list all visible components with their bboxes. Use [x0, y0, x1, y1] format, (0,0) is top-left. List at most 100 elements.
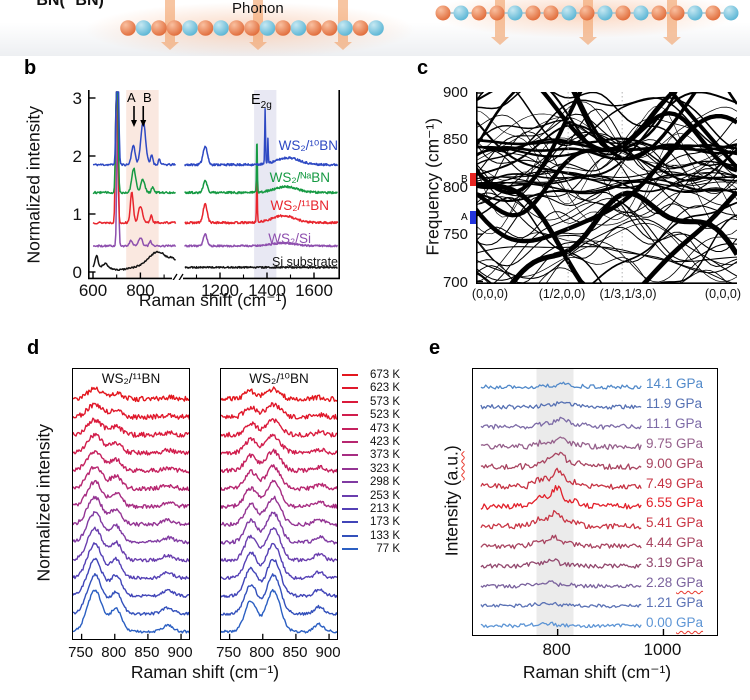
x-tick-label: 1200: [201, 281, 239, 300]
x-tick-label: 800: [249, 644, 275, 661]
pressure-label: 11.9 GPa: [646, 395, 703, 411]
panel-c-plot: [476, 92, 737, 284]
legend-item: 77 K: [376, 543, 400, 556]
phonon-marker-label: B: [461, 174, 468, 186]
pressure-label: 9.00 GPa: [646, 455, 704, 471]
boron-atom: [306, 20, 322, 36]
boron-atom: [669, 5, 685, 21]
legend-item: 573 K: [369, 395, 400, 408]
legend-swatch: [342, 374, 358, 376]
legend-item: 173 K: [369, 516, 400, 529]
legend-item: 323 K: [369, 462, 400, 475]
nitrogen-atom: [290, 20, 307, 36]
pressure-label: 7.49 GPa: [646, 475, 704, 491]
panel-b-plot: [88, 90, 340, 280]
nitrogen-atom: [633, 5, 649, 21]
panel-b-letter: b: [24, 57, 37, 79]
peak-A-annotation: A: [127, 90, 136, 105]
series-label: WS₂/ᴺᵃBN: [269, 170, 330, 185]
x-tick-label: 1000: [643, 640, 682, 659]
panel-e-xlabel: Raman shift (cm⁻¹): [522, 662, 672, 682]
x-tick-label: 900: [167, 644, 193, 661]
legend-item: 473 K: [369, 422, 400, 435]
nitrogen-atom: [597, 5, 613, 21]
nitrogen-atom: [561, 5, 577, 21]
y-tick-label: 750: [442, 226, 468, 244]
x-tick-label: 1600: [295, 281, 333, 300]
schematic-atoms: [85, 0, 740, 56]
x-tick-label: 1400: [248, 281, 286, 300]
nitrogen-atom: [213, 20, 229, 36]
kpoint-label: (1/3,1/3,0): [599, 287, 657, 301]
panel-d-title-11BN: WS₂/¹¹BN: [101, 371, 161, 386]
y-tick-label: 700: [442, 273, 468, 291]
x-tick-label: 750: [68, 644, 94, 661]
pressure-label: 6.55 GPa: [646, 495, 704, 511]
peak-B-annotation: B: [143, 90, 152, 105]
isotope-label: ¹⁰BN(¹¹BN): [24, 0, 104, 9]
legend-item: 673 K: [369, 369, 400, 381]
boron-atom: [525, 5, 541, 21]
legend-item: 133 K: [369, 529, 400, 542]
boron-atom: [244, 20, 260, 36]
panel-d-title-10BN: WS₂/¹⁰BN: [249, 371, 309, 386]
x-tick-label: 850: [282, 644, 308, 661]
kpoint-label: (0,0,0): [704, 287, 742, 301]
legend-item: 423 K: [369, 436, 400, 448]
kpoint-label: (1/2,0,0): [538, 287, 586, 301]
legend-item: 523 K: [369, 409, 400, 422]
legend-swatch: [342, 400, 358, 403]
boron-atom: [197, 20, 214, 36]
shaded-band: [254, 90, 277, 279]
boron-atom: [471, 5, 487, 21]
pressure-label: 9.75 GPa: [646, 435, 704, 451]
phonon-marker-label: A: [461, 212, 468, 224]
nitrogen-atom: [259, 20, 276, 36]
y-tick-label: 3: [72, 89, 82, 108]
legend-swatch: [342, 387, 358, 390]
pressure-label: 1.21 GPa: [646, 594, 704, 610]
x-tick-label: 800: [101, 644, 127, 661]
boron-atom: [120, 20, 136, 36]
legend-swatch: [342, 481, 358, 484]
legend-swatch: [342, 534, 358, 537]
kpoint-label: (0,0,0): [471, 287, 509, 301]
x-tick-label: 800: [126, 281, 155, 300]
pressure-label: 2.28 GPa: [646, 575, 704, 590]
legend-item: 373 K: [369, 449, 400, 462]
x-tick-label: 800: [542, 640, 571, 659]
series-label: WS₂/¹¹BN: [270, 198, 329, 213]
phonon-marker-B: [470, 172, 476, 186]
boron-atom: [543, 5, 559, 21]
nitrogen-atom: [182, 20, 198, 36]
legend-swatch: [342, 454, 358, 457]
y-tick-label: 850: [442, 131, 468, 149]
series-label: Si substrate: [271, 255, 338, 269]
nitrogen-atom: [687, 5, 703, 21]
series-label: WS₂/Si: [268, 231, 311, 246]
panel-e-plot: [472, 368, 718, 636]
legend-swatch: [342, 494, 358, 497]
boron-atom: [321, 20, 338, 36]
y-tick-label: 900: [442, 84, 468, 101]
e2g-annotation: E2g: [251, 92, 272, 111]
panel-d-ylabel: Normalized intensity: [33, 423, 54, 582]
pressure-label: 3.19 GPa: [646, 555, 704, 571]
legend-swatch: [342, 521, 358, 524]
y-tick-label: 0: [72, 263, 82, 282]
nitrogen-atom: [368, 20, 384, 36]
y-tick-label: 800: [442, 178, 468, 196]
pressure-label: 11.1 GPa: [646, 415, 703, 431]
x-tick-label: 600: [78, 281, 108, 300]
nitrogen-atom: [723, 5, 739, 21]
legend-swatch: [342, 548, 358, 551]
x-tick-label: 850: [134, 644, 160, 661]
boron-atom: [228, 20, 245, 36]
nitrogen-atom: [453, 5, 469, 21]
boron-atom: [435, 5, 451, 21]
series-label: WS₂/¹⁰BN: [278, 138, 338, 153]
legend-swatch: [342, 414, 358, 417]
legend-item: 253 K: [369, 489, 400, 502]
boron-atom: [705, 5, 721, 21]
